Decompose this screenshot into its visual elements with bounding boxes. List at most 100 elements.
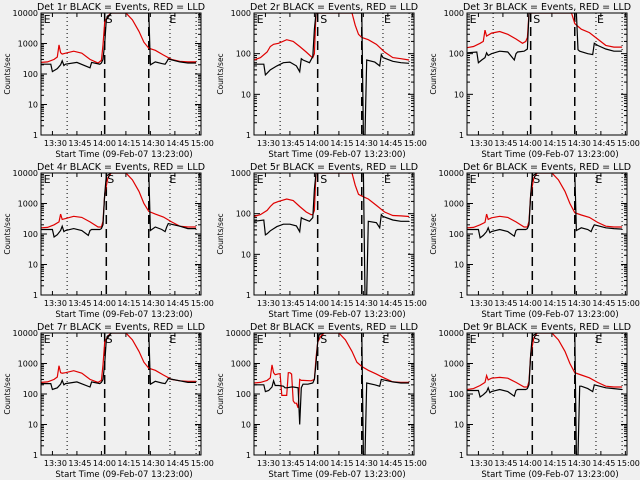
y-tick-label: 1: [459, 291, 464, 300]
x-tick-label: 14:00: [519, 139, 542, 148]
x-tick-label: 14:45: [166, 299, 189, 308]
x-tick-label: 14:15: [117, 139, 140, 148]
y-tick-label: 1: [246, 131, 251, 140]
x-tick-label: 14:00: [93, 299, 116, 308]
series-lld: [41, 173, 197, 229]
y-tick-label: 1000: [18, 200, 38, 209]
y-axis-label: Counts/sec: [429, 213, 438, 254]
y-axis-label: Counts/sec: [429, 53, 438, 94]
x-tick-label: 13:30: [470, 139, 493, 148]
y-tick-label: 10000: [13, 9, 38, 18]
x-tick-label: 14:45: [379, 139, 402, 148]
interval-marker-e: E: [595, 173, 602, 186]
chart-title: Det 7r BLACK = Events, RED = LLD: [37, 322, 205, 333]
x-tick-label: 14:30: [355, 459, 378, 468]
x-tick-label: 14:45: [592, 139, 615, 148]
x-tick-label: 13:30: [470, 299, 493, 308]
x-tick-label: 14:00: [519, 459, 542, 468]
interval-marker-e: E: [169, 173, 176, 186]
x-axis-label: Start Time (09-Feb-07 13:23:00): [55, 310, 192, 320]
y-tick-label: 1: [33, 131, 38, 140]
y-axis-label: Counts/sec: [216, 213, 225, 254]
y-tick-label: 1000: [444, 360, 464, 369]
x-axis-label: Start Time (09-Feb-07 13:23:00): [55, 470, 192, 480]
x-tick-label: 15:00: [617, 139, 640, 148]
x-axis-label: Start Time (09-Feb-07 13:23:00): [268, 150, 405, 160]
interval-marker-s: S: [106, 333, 113, 346]
x-tick-label: 14:30: [142, 299, 165, 308]
plot-frame: [253, 332, 415, 456]
chart-title: Det 4r BLACK = Events, RED = LLD: [37, 162, 205, 173]
x-tick-label: 13:45: [494, 299, 517, 308]
interval-marker-s: S: [107, 173, 114, 186]
chart-title: Det 3r BLACK = Events, RED = LLD: [463, 2, 631, 13]
x-tick-label: 13:30: [44, 139, 67, 148]
series-events: [254, 173, 410, 295]
x-tick-label: 14:15: [543, 139, 566, 148]
x-tick-label: 14:15: [543, 299, 566, 308]
y-tick-label: 100: [23, 70, 38, 79]
x-tick-label: 13:30: [257, 299, 280, 308]
plot-frame: [466, 332, 628, 456]
y-tick-label: 10000: [13, 169, 38, 178]
y-tick-label: 1: [33, 291, 38, 300]
y-tick-label: 100: [23, 390, 38, 399]
x-axis-label: Start Time (09-Feb-07 13:23:00): [481, 310, 618, 320]
x-tick-label: 13:30: [44, 459, 67, 468]
plot-frame: [40, 332, 202, 456]
x-tick-label: 13:45: [281, 139, 304, 148]
series-lld: [41, 333, 197, 384]
chart-title: Det 2r BLACK = Events, RED = LLD: [250, 2, 418, 13]
x-tick-label: 15:00: [617, 299, 640, 308]
y-tick-label: 10: [241, 250, 251, 259]
interval-marker-e: E: [470, 173, 477, 186]
interval-marker-e: E: [44, 333, 51, 346]
y-tick-label: 100: [449, 230, 464, 239]
x-tick-label: 14:45: [166, 459, 189, 468]
x-tick-label: 15:00: [191, 139, 214, 148]
series-lld: [467, 173, 623, 229]
series-lld: [467, 13, 623, 49]
plot-frame: [40, 172, 202, 296]
x-tick-label: 13:30: [257, 139, 280, 148]
y-tick-label: 10: [241, 90, 251, 99]
y-tick-label: 1: [33, 451, 38, 460]
x-tick-label: 14:30: [142, 459, 165, 468]
x-tick-label: 13:30: [257, 459, 280, 468]
plot-frame: [40, 12, 202, 136]
interval-marker-e: E: [382, 333, 389, 346]
y-tick-label: 100: [449, 390, 464, 399]
interval-marker-s: S: [320, 13, 327, 26]
chart-title: Det 9r BLACK = Events, RED = LLD: [463, 322, 631, 333]
y-axis-label: Counts/sec: [3, 213, 12, 254]
y-axis-label: Counts/sec: [216, 373, 225, 414]
interval-marker-e: E: [169, 333, 176, 346]
interval-marker-e: E: [44, 13, 51, 26]
x-tick-label: 15:00: [191, 459, 214, 468]
series-events: [467, 173, 623, 239]
y-tick-label: 10: [28, 101, 38, 110]
x-tick-label: 14:45: [166, 139, 189, 148]
x-tick-label: 14:15: [543, 459, 566, 468]
interval-marker-s: S: [320, 173, 327, 186]
x-tick-label: 15:00: [404, 299, 427, 308]
x-tick-label: 14:45: [379, 299, 402, 308]
x-tick-label: 14:15: [117, 299, 140, 308]
x-tick-label: 14:15: [330, 139, 353, 148]
y-tick-label: 10: [454, 90, 464, 99]
interval-marker-e: E: [169, 13, 176, 26]
y-tick-label: 10: [454, 421, 464, 430]
y-tick-label: 1: [246, 291, 251, 300]
series-events: [467, 333, 623, 455]
series-lld: [41, 13, 197, 64]
chart-title: Det 5r BLACK = Events, RED = LLD: [250, 162, 418, 173]
x-tick-label: 13:45: [68, 459, 91, 468]
x-axis-label: Start Time (09-Feb-07 13:23:00): [55, 150, 192, 160]
chart-title: Det 1r BLACK = Events, RED = LLD: [37, 2, 205, 13]
x-tick-label: 14:15: [330, 299, 353, 308]
series-events: [41, 333, 197, 391]
y-tick-label: 1: [246, 451, 251, 460]
interval-marker-e: E: [384, 173, 391, 186]
interval-marker-e: E: [470, 13, 477, 26]
series-events: [467, 13, 623, 64]
